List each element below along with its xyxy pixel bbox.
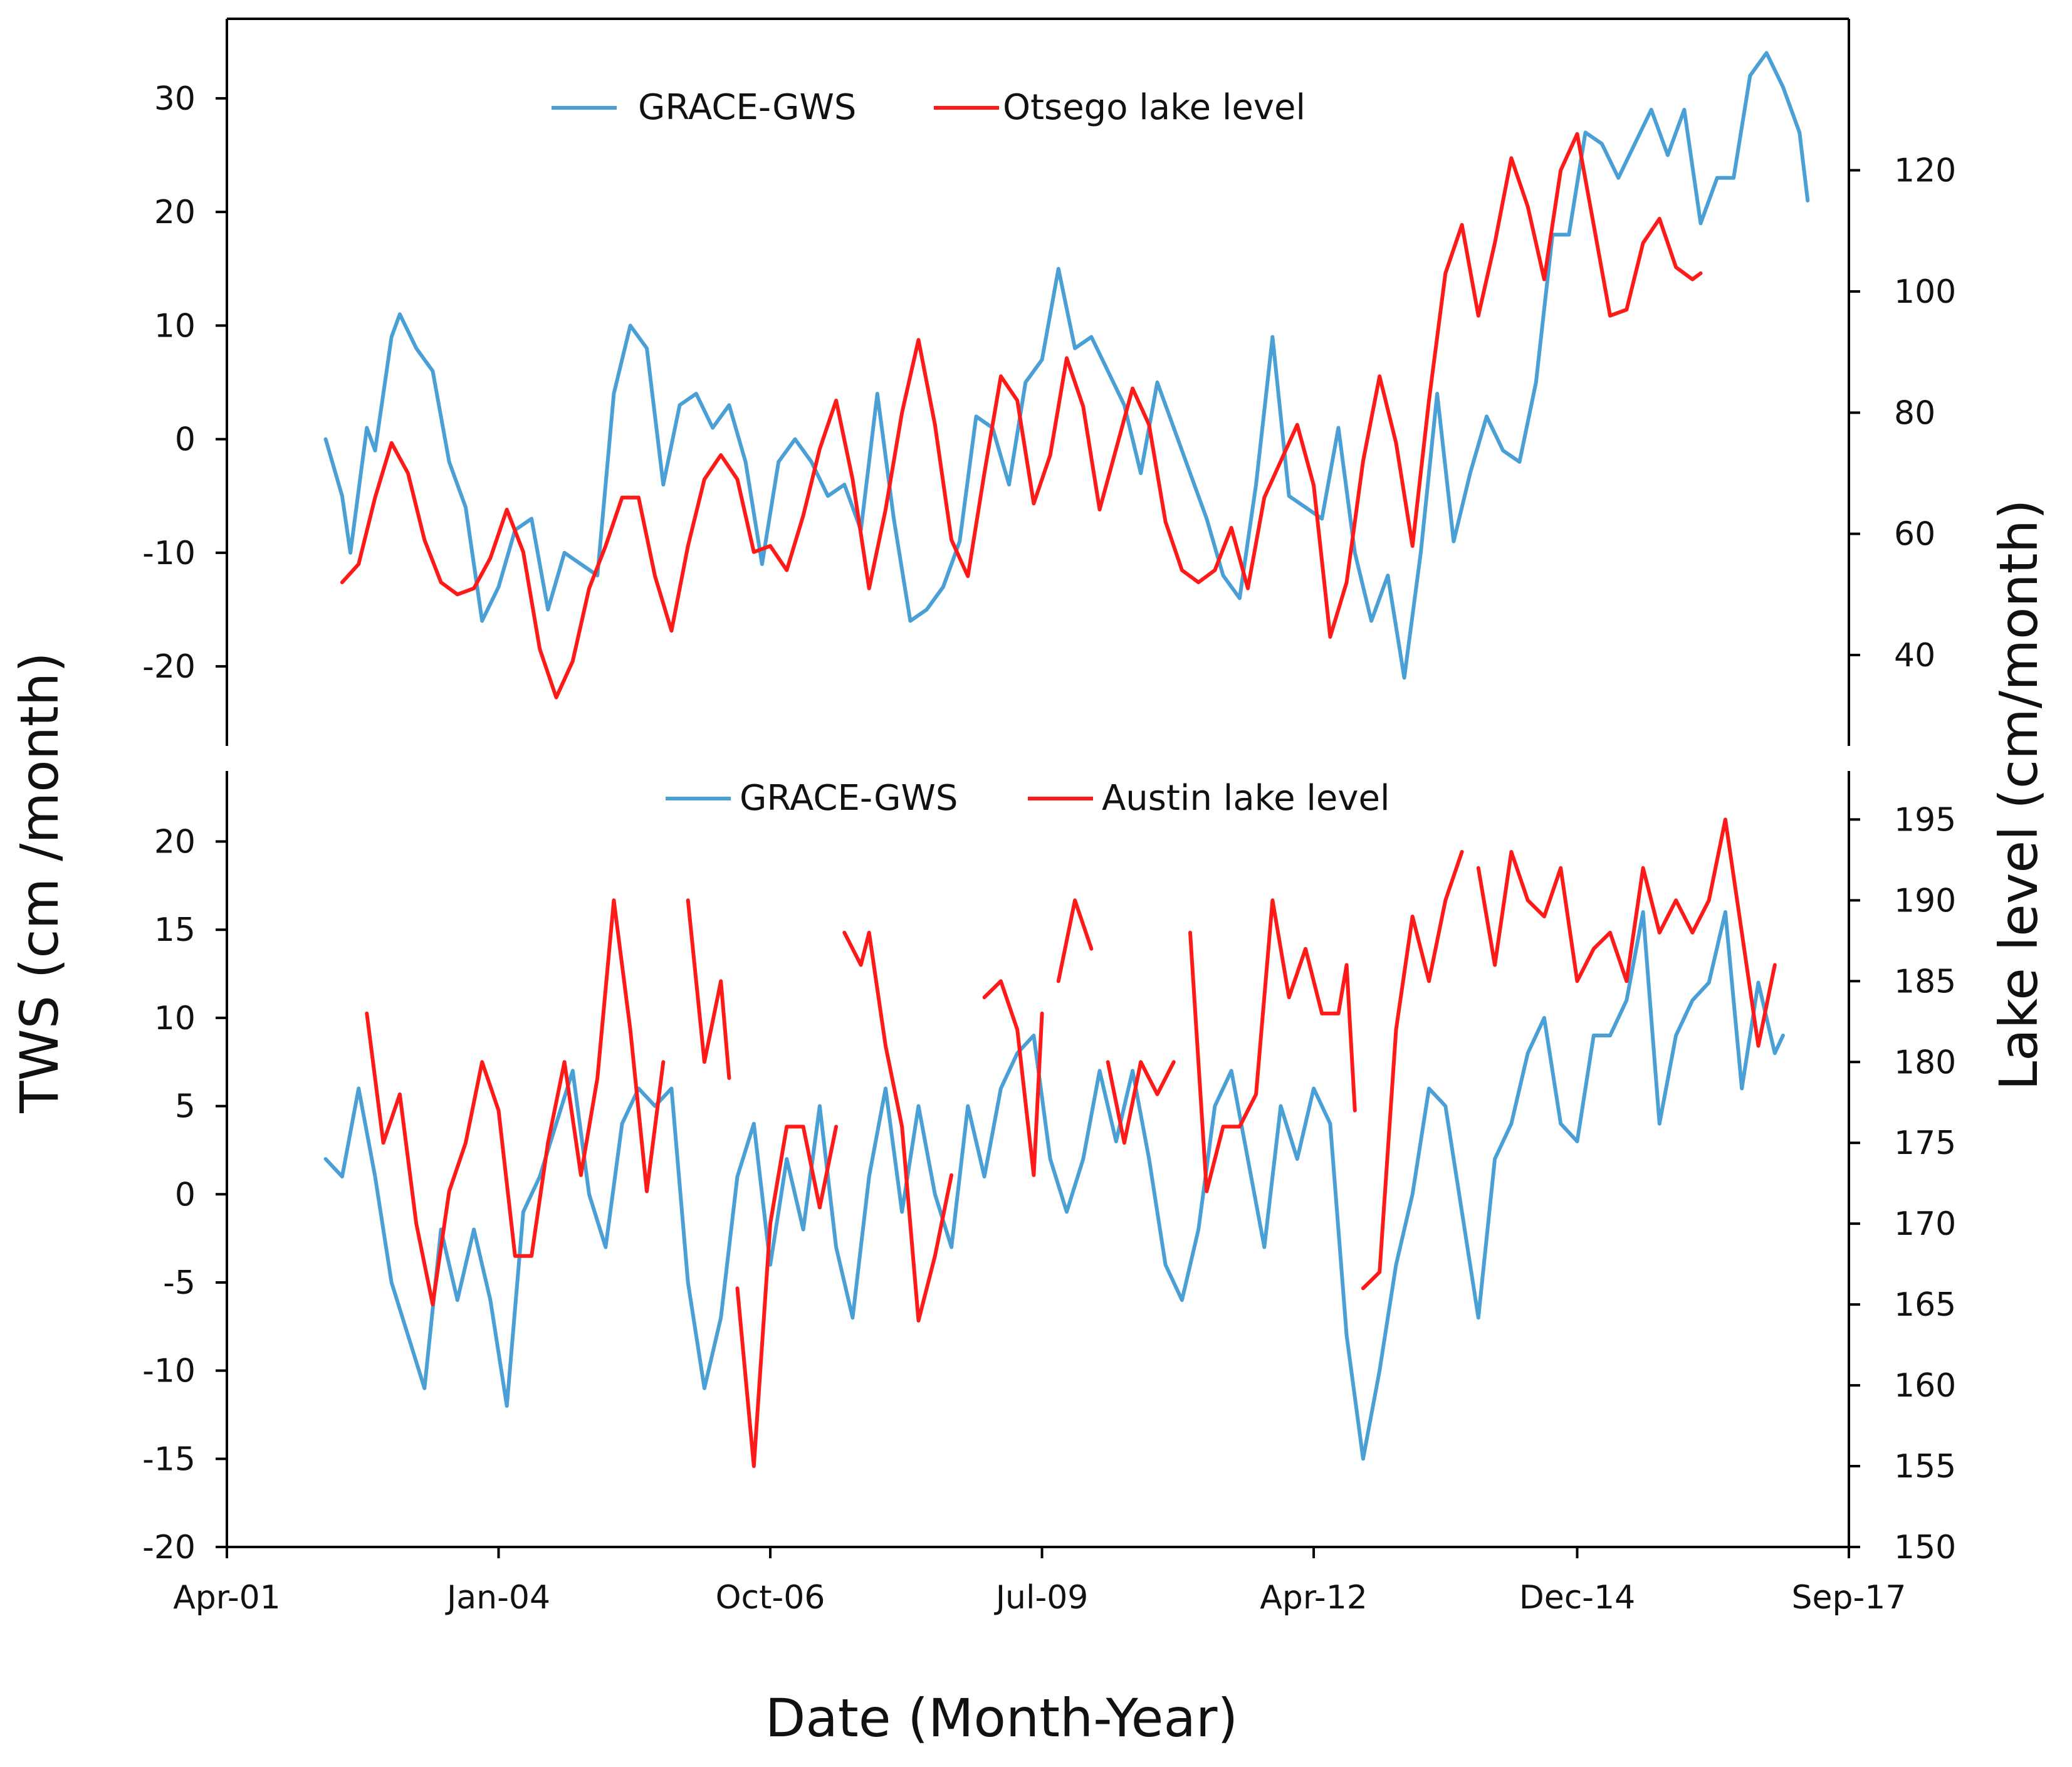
left-y-tick-label: -20 <box>142 1529 196 1566</box>
grace-gws-series-line <box>323 51 1810 680</box>
legend-label: Otsego lake level <box>1003 87 1305 128</box>
lake-level-series-line <box>1056 898 1094 983</box>
x-tick-label: Dec-14 <box>1519 1579 1636 1617</box>
right-y-tick-label: 80 <box>1894 394 1935 432</box>
right-y-tick-label: 120 <box>1894 152 1956 190</box>
x-tick-label: Sep-17 <box>1792 1579 1907 1617</box>
lake-level-series-line <box>1361 850 1464 1291</box>
legend-label: Austin lake level <box>1102 778 1390 819</box>
lake-level-series-line <box>365 898 666 1307</box>
left-y-tick-label: -5 <box>163 1264 196 1302</box>
x-tick-label: Jan-04 <box>445 1579 550 1617</box>
right-y-tick-label: 40 <box>1894 637 1935 674</box>
right-y-tick-label: 180 <box>1894 1044 1956 1081</box>
left-y-tick-label: 10 <box>154 1000 196 1037</box>
left-y-tick-label: -20 <box>142 648 196 686</box>
legend-label: GRACE-GWS <box>740 778 958 819</box>
left-y-tick-label: -15 <box>142 1440 196 1478</box>
left-y-tick-label: 15 <box>154 911 196 949</box>
y-axis-title-left: TWS (cm /month) <box>9 652 70 1114</box>
left-y-tick-label: 30 <box>154 80 196 118</box>
right-y-tick-label: 160 <box>1894 1367 1956 1405</box>
left-y-tick-label: -10 <box>142 535 196 572</box>
left-y-tick-label: 20 <box>154 194 196 231</box>
left-y-tick-label: 10 <box>154 307 196 345</box>
x-tick-label: Apr-12 <box>1260 1579 1368 1617</box>
right-y-tick-label: 100 <box>1894 273 1956 311</box>
lake-level-series-line <box>735 1125 839 1468</box>
left-y-tick-label: 5 <box>175 1088 196 1126</box>
lake-level-series-line <box>1106 1060 1176 1145</box>
left-y-tick-label: 0 <box>175 421 196 459</box>
left-y-tick-label: 20 <box>154 824 196 861</box>
lake-level-series-line <box>340 132 1703 700</box>
right-y-tick-label: 195 <box>1894 801 1956 839</box>
right-y-tick-label: 150 <box>1894 1529 1956 1566</box>
x-axis-title: Date (Month-Year) <box>765 1687 1238 1749</box>
right-y-tick-label: 190 <box>1894 882 1956 920</box>
lake-level-series-line <box>1188 898 1357 1193</box>
lake-level-series-line <box>842 930 954 1323</box>
right-y-tick-label: 165 <box>1894 1286 1956 1324</box>
left-y-tick-label: 0 <box>175 1176 196 1214</box>
x-tick-label: Apr-01 <box>173 1579 281 1617</box>
right-y-tick-label: 175 <box>1894 1125 1956 1162</box>
right-y-tick-label: 155 <box>1894 1448 1956 1486</box>
bottom-panel: 20 15 10 5 0 -5 -10 -15 -20 195 190 185 180 175 170 165… <box>142 771 1956 1617</box>
right-y-tick-label: 185 <box>1894 963 1956 1000</box>
left-y-tick-label: -10 <box>142 1353 196 1390</box>
x-tick-label: Jul-09 <box>994 1579 1089 1617</box>
right-y-tick-label: 60 <box>1894 516 1935 553</box>
grace-gws-series-line <box>323 910 1785 1461</box>
legend-label: GRACE-GWS <box>638 87 856 128</box>
right-y-tick-label: 170 <box>1894 1205 1956 1243</box>
x-tick-label: Oct-06 <box>716 1579 825 1617</box>
lake-level-series-line <box>686 898 731 1080</box>
lake-level-series-line <box>982 979 1044 1177</box>
lake-level-series-line <box>1476 817 1777 1048</box>
y-axis-title-right: Lake level (cm/month) <box>1988 499 2049 1090</box>
